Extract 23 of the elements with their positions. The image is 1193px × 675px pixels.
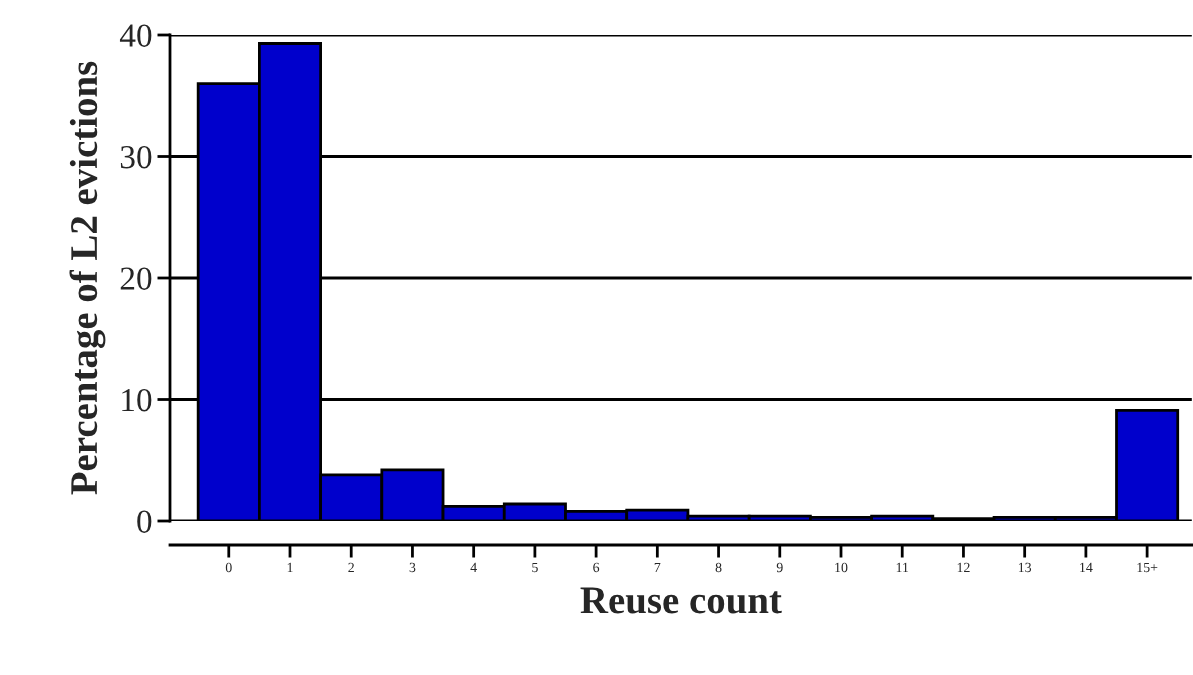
y-tick-label: 10	[122, 388, 152, 412]
x-tick-label: 15+	[1137, 562, 1158, 573]
x-tick-label: 1	[287, 562, 293, 572]
y-tick-label: 30	[120, 145, 152, 169]
x-tick-label: 5	[532, 562, 538, 573]
x-tick-label: 11	[896, 562, 909, 572]
x-tick-label: 12	[957, 562, 970, 572]
x-tick-label: 8	[715, 562, 722, 573]
x-tick-label: 7	[654, 562, 661, 572]
x-tick-label: 10	[835, 562, 848, 573]
x-tick-label: 13	[1018, 562, 1032, 573]
x-tick-label: 0	[225, 562, 232, 573]
x-tick-label: 3	[409, 562, 416, 573]
y-tick-label: 40	[119, 24, 152, 47]
x-tick-label: 6	[593, 562, 600, 573]
x-tick-label: 2	[348, 562, 354, 572]
y-axis-title: Percentage of L2 evictions	[69, 61, 106, 495]
x-tick-label: 14	[1080, 562, 1093, 572]
y-tick-label: 0	[137, 510, 152, 533]
x-tick-label: 4	[470, 562, 477, 572]
x-tick-label: 9	[776, 562, 783, 573]
y-tick-label: 20	[120, 267, 152, 290]
x-axis-title: Reuse count	[580, 587, 782, 614]
